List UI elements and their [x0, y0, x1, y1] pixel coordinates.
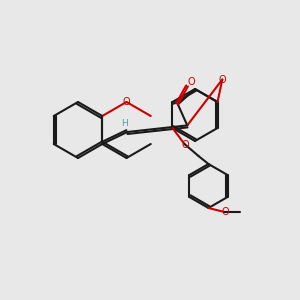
Text: O: O	[123, 97, 130, 107]
Text: H: H	[121, 119, 128, 128]
Text: O: O	[182, 140, 189, 150]
Text: O: O	[218, 74, 226, 85]
Text: O: O	[222, 207, 229, 217]
Text: O: O	[187, 77, 195, 87]
